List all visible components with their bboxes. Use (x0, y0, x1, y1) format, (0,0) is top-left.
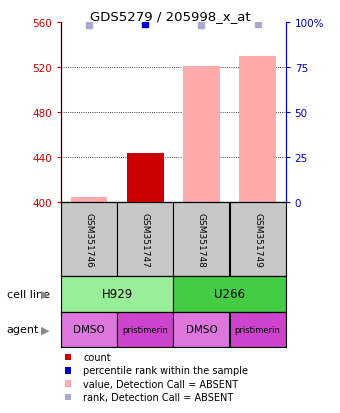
Bar (61, 202, 117, 277)
Text: GSM351748: GSM351748 (197, 212, 206, 267)
Text: U266: U266 (214, 288, 245, 301)
Bar (61, 277, 173, 312)
Text: GSM351749: GSM351749 (253, 212, 262, 267)
Bar (173, 312, 230, 347)
Text: percentile rank within the sample: percentile rank within the sample (83, 366, 248, 375)
Bar (230, 202, 286, 277)
Bar (61, 312, 117, 347)
Text: agent: agent (7, 324, 39, 335)
Text: GDS5279 / 205998_x_at: GDS5279 / 205998_x_at (90, 10, 250, 23)
Text: ▶: ▶ (41, 324, 49, 335)
Text: DMSO: DMSO (186, 324, 217, 335)
Text: ▶: ▶ (41, 289, 49, 299)
Bar (117, 202, 173, 277)
Bar (230, 312, 286, 347)
Text: pristimerin: pristimerin (235, 325, 280, 334)
Bar (71, 198, 107, 202)
Bar (183, 66, 220, 202)
Bar (173, 277, 286, 312)
Text: H929: H929 (102, 288, 133, 301)
Bar (117, 312, 173, 347)
Text: rank, Detection Call = ABSENT: rank, Detection Call = ABSENT (83, 392, 234, 402)
Text: cell line: cell line (7, 289, 50, 299)
Text: pristimerin: pristimerin (122, 325, 168, 334)
Text: DMSO: DMSO (73, 324, 105, 335)
Text: value, Detection Call = ABSENT: value, Detection Call = ABSENT (83, 379, 238, 389)
Bar (173, 202, 230, 277)
Text: GSM351746: GSM351746 (85, 212, 94, 267)
Bar (239, 57, 276, 202)
Bar (127, 154, 164, 202)
Text: GSM351747: GSM351747 (141, 212, 150, 267)
Text: count: count (83, 352, 111, 362)
